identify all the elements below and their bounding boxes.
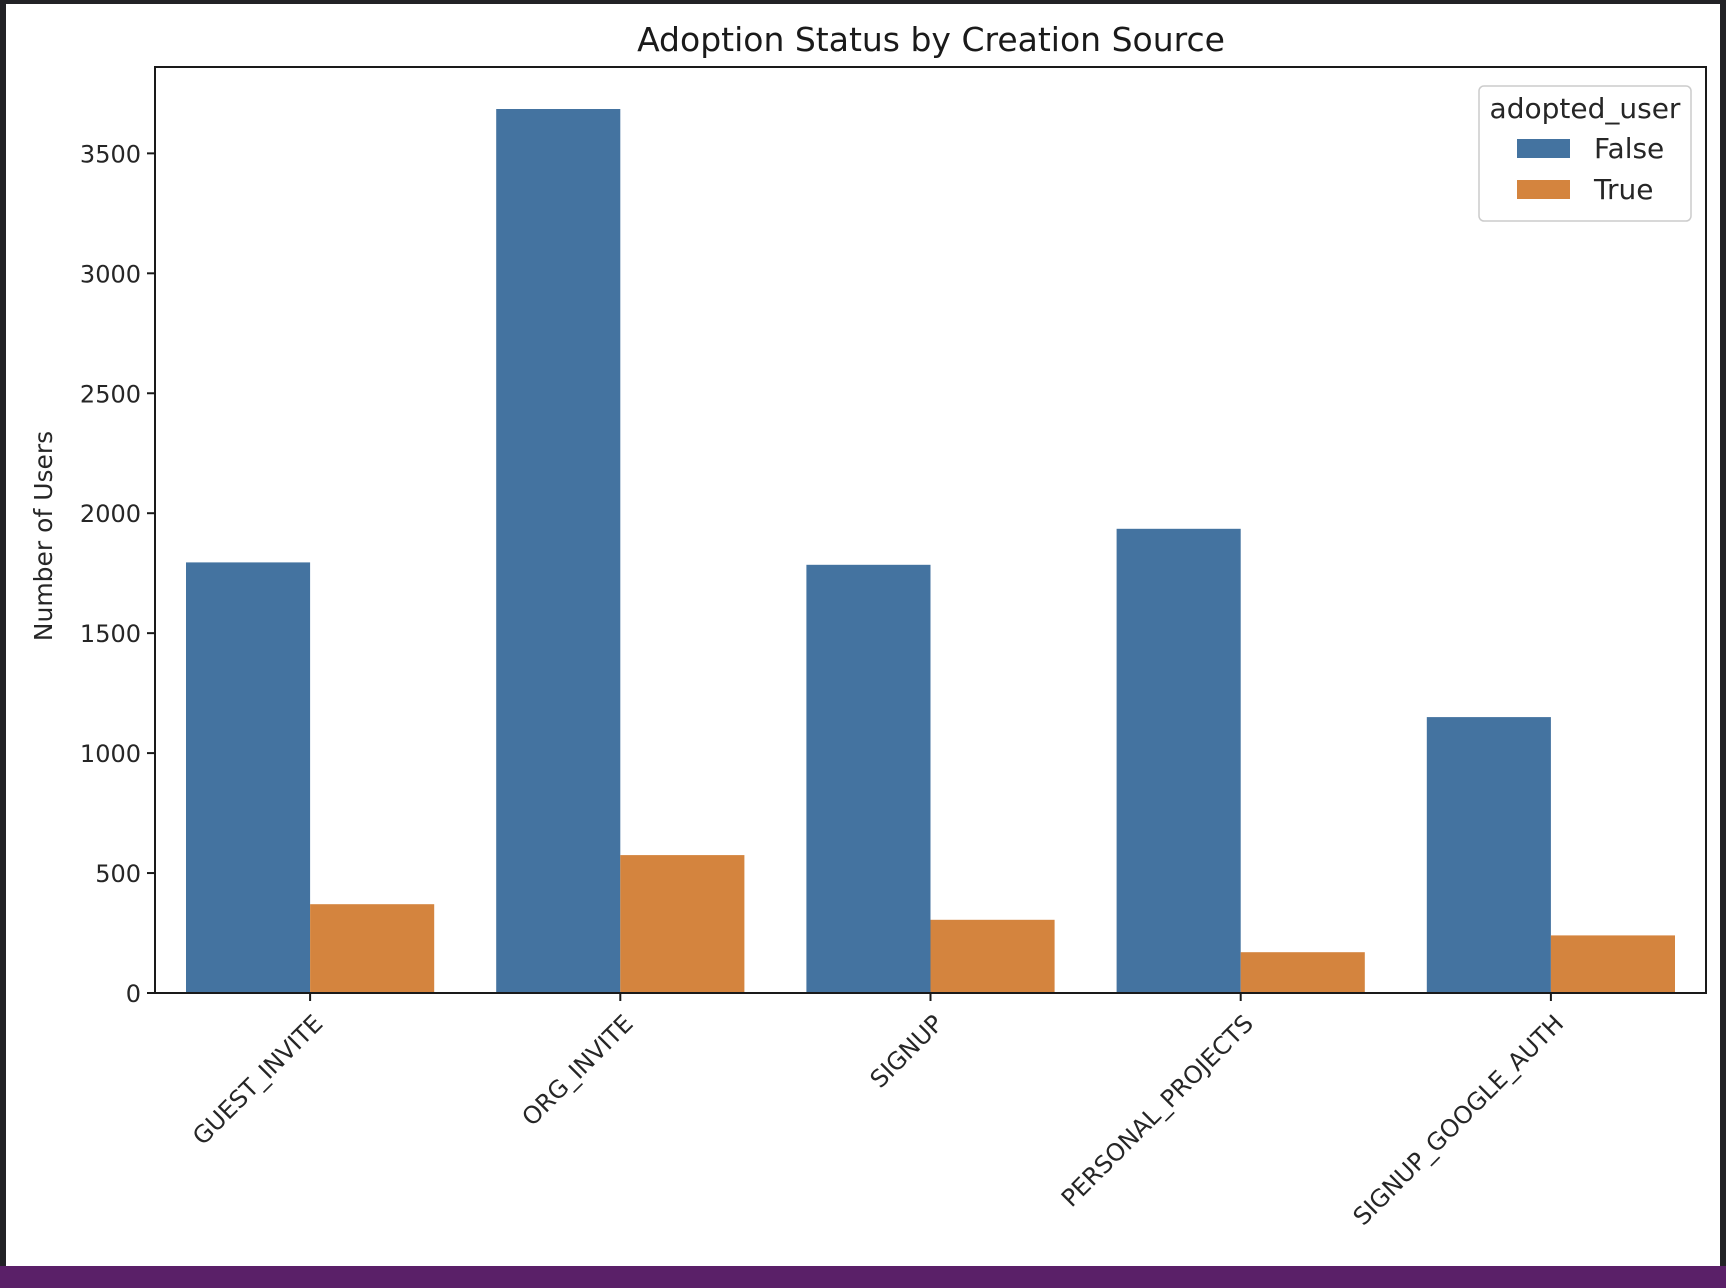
- y-tick-label: 500: [95, 860, 141, 888]
- x-tick-label: PERSONAL_PROJECTS: [1056, 1009, 1259, 1212]
- bar-signup-false: [806, 564, 931, 993]
- bars-group: [186, 109, 1675, 993]
- bar-signup-true: [930, 919, 1055, 993]
- y-tick-label: 1500: [80, 620, 141, 648]
- y-tick-label: 2000: [80, 500, 141, 528]
- plot-area-frame: [154, 66, 1707, 994]
- bar-chart: Adoption Status by Creation Source 0 500 1…: [29, 20, 1707, 1231]
- y-axis-title: Number of Users: [29, 431, 58, 641]
- y-tick-label: 3000: [80, 260, 141, 288]
- bar-org-invite-true: [620, 855, 745, 993]
- y-axis: 0 500 1000 1500 2000 2500 3000 3500: [80, 140, 155, 1008]
- x-axis: GUEST_INVITE ORG_INVITE SIGNUP PERSONAL_PRO…: [187, 993, 1569, 1231]
- x-tick-label: GUEST_INVITE: [187, 1009, 328, 1150]
- legend-label-false: False: [1594, 132, 1664, 165]
- y-tick-label: 1000: [80, 740, 141, 768]
- bar-personal-projects-true: [1240, 952, 1365, 993]
- legend[interactable]: adopted_user False True: [1478, 85, 1692, 222]
- window-bottom-strip: [0, 1266, 1726, 1288]
- bar-guest-invite-true: [310, 904, 435, 993]
- chart-title: Adoption Status by Creation Source: [637, 20, 1225, 59]
- legend-title: adopted_user: [1490, 92, 1681, 125]
- y-tick-label: 2500: [80, 380, 141, 408]
- legend-swatch-false: [1517, 139, 1570, 158]
- figure-frame: Adoption Status by Creation Source 0 500 1…: [6, 4, 1720, 1266]
- bar-signup-google-auth-true: [1550, 935, 1675, 993]
- y-tick-label: 0: [126, 980, 141, 1008]
- y-tick-label: 3500: [80, 140, 141, 168]
- x-tick-label: SIGNUP: [865, 1009, 949, 1093]
- bar-guest-invite-false: [186, 562, 311, 993]
- bar-personal-projects-false: [1116, 528, 1241, 993]
- bar-org-invite-false: [496, 109, 621, 993]
- x-tick-label: SIGNUP_GOOGLE_AUTH: [1348, 1009, 1569, 1230]
- legend-label-true: True: [1593, 173, 1653, 206]
- bar-signup-google-auth-false: [1426, 717, 1551, 993]
- x-tick-label: ORG_INVITE: [517, 1009, 639, 1131]
- legend-swatch-true: [1517, 180, 1570, 199]
